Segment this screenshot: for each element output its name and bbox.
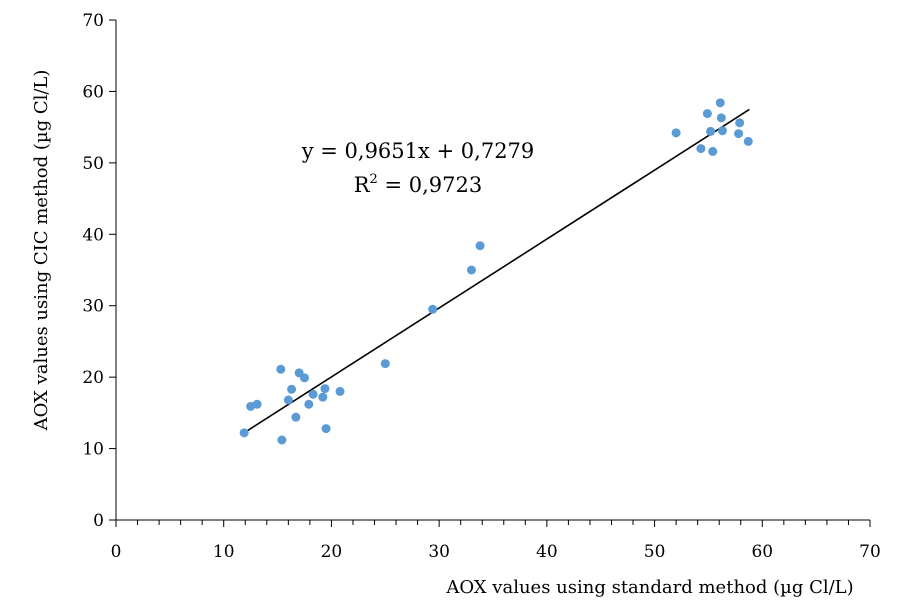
r2-exponent: 2 <box>370 172 378 187</box>
data-point <box>696 144 706 154</box>
data-point <box>717 126 727 136</box>
y-tick-label: 50 <box>82 154 104 174</box>
data-point <box>308 389 318 399</box>
y-axis-title: AOX values using CIC method (µg Cl/L) <box>31 70 52 432</box>
data-point <box>239 428 249 438</box>
y-tick-label: 10 <box>82 440 104 460</box>
data-point <box>291 412 301 422</box>
x-tick-label: 20 <box>321 542 343 562</box>
r2-prefix: R <box>354 173 371 197</box>
data-point <box>252 399 262 409</box>
x-tick-label: 70 <box>859 542 881 562</box>
y-tick-label: 70 <box>82 11 104 31</box>
y-tick-label: 40 <box>82 225 104 245</box>
data-point <box>715 98 725 108</box>
data-point <box>716 113 726 123</box>
x-tick-label: 50 <box>644 542 666 562</box>
r2-value: = 0,9723 <box>378 173 482 197</box>
x-tick-label: 40 <box>536 542 558 562</box>
x-tick-label: 60 <box>751 542 773 562</box>
x-tick-label: 30 <box>428 542 450 562</box>
data-point <box>466 265 476 275</box>
data-points <box>239 98 753 445</box>
data-point <box>735 118 745 128</box>
trendline-equation: y = 0,9651x + 0,7279 <box>301 139 535 163</box>
data-point <box>702 109 712 119</box>
data-point <box>276 364 286 374</box>
data-point <box>708 146 718 156</box>
y-tick-label: 60 <box>82 82 104 102</box>
data-point <box>734 129 744 139</box>
data-point <box>320 384 330 394</box>
data-point <box>277 435 287 445</box>
data-point <box>335 386 345 396</box>
data-point <box>304 399 314 409</box>
data-point <box>475 241 485 251</box>
data-point <box>321 424 331 434</box>
y-tick-label: 30 <box>82 297 104 317</box>
data-point <box>283 395 293 405</box>
x-axis-title: AOX values using standard method (µg Cl/… <box>445 577 853 598</box>
data-point <box>428 304 438 314</box>
trendline-group <box>243 108 750 434</box>
data-point <box>318 392 328 402</box>
trendline <box>243 108 750 434</box>
data-point <box>287 384 297 394</box>
y-tick-label: 0 <box>93 511 104 531</box>
x-tick-label: 10 <box>213 542 235 562</box>
data-point <box>706 126 716 136</box>
axis-ticks: 0 10 20 30 40 50 60 70 0 10 20 30 40 50 60 70 <box>82 11 880 562</box>
trendline-r2: R2 = 0,9723 <box>354 172 483 197</box>
data-point <box>671 128 681 138</box>
data-point <box>300 373 309 383</box>
axes <box>115 20 870 521</box>
data-point <box>743 136 753 146</box>
y-tick-label: 20 <box>82 368 104 388</box>
x-tick-label: 0 <box>111 542 122 562</box>
data-point <box>380 359 390 369</box>
